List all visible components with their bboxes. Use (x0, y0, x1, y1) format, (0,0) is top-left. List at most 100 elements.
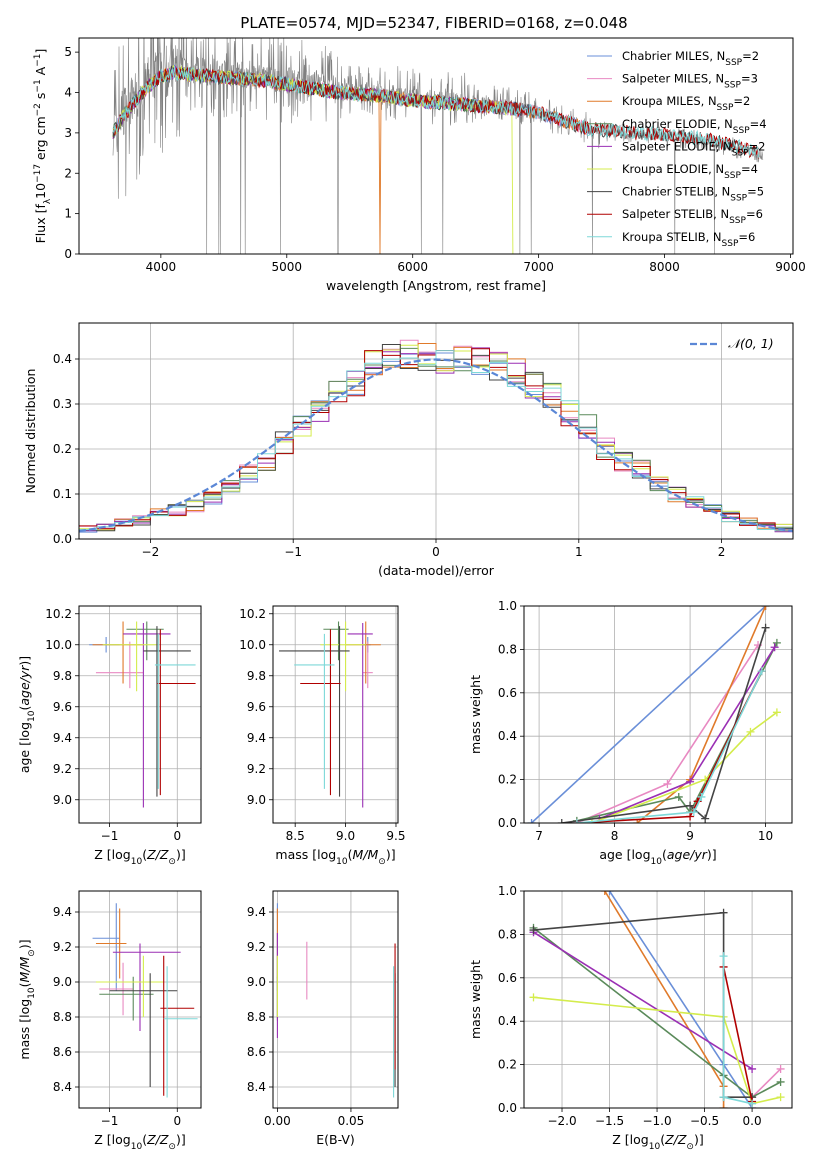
weight-marker (761, 606, 770, 610)
y-tick-label: 9.4 (247, 731, 266, 745)
plot-area (529, 891, 785, 1108)
x-tick-label: −2.0 (547, 1114, 576, 1128)
weight-line (591, 711, 778, 823)
histogram-step (79, 350, 793, 539)
error-bar-point (279, 626, 350, 797)
weight-line (722, 966, 753, 1102)
y-tick-label: 10.2 (239, 607, 266, 621)
weight-marker (719, 1093, 728, 1102)
chart-z-weight: −2.0 −1.5 −1.0 −0.5 0.0 0.0 0.2 0.4 0.6 0.8 1.0 Z [… (468, 884, 793, 1152)
x-tick-label: 10 (758, 829, 773, 843)
chart-ebv-mass: 0.00 0.05 8.4 8.6 8.8 9.0 9.2 9.4 E(B-V) (247, 890, 399, 1147)
x-tick-label: −2 (142, 545, 160, 559)
weight-marker (557, 819, 566, 823)
y-tick-label: 0.0 (498, 1101, 517, 1115)
axes-frame (272, 605, 399, 824)
y-tick-label: 10.0 (239, 638, 266, 652)
plot-area (279, 621, 381, 808)
axes-frame (523, 605, 793, 824)
y-tick-label: 5 (64, 45, 72, 59)
x-tick-label: 1 (575, 545, 583, 559)
x-tick-label: −1 (101, 1114, 119, 1128)
y-tick-label: 0.2 (498, 1058, 517, 1072)
y-tick-label: 8.6 (247, 1045, 266, 1059)
error-bar-point (163, 966, 198, 1098)
y-tick-label: 4 (64, 86, 72, 100)
error-bar-point (112, 943, 181, 1031)
chart-z-mass: −1 0 8.4 8.6 8.8 9.0 9.2 9.4 Z [log10(Z/Z⊙)] mass… (17, 890, 202, 1152)
frame: −2 −1 0 1 2 0.0 0.1 0.2 0.3 0.4 (data-model)/error… (23, 322, 794, 578)
x-tick-label: 9.5 (386, 829, 405, 843)
x-tick-label: −1.5 (595, 1114, 624, 1128)
y-axis-label: age [log10(age/yr)] (17, 656, 37, 773)
frame: 0.00 0.05 8.4 8.6 8.8 9.0 9.2 9.4 E(B-V) (247, 890, 399, 1147)
x-tick-label: 8 (611, 829, 619, 843)
legend-entry: Chabrier STELIB, NSSP=5 (622, 185, 764, 204)
error-bar-point (102, 621, 157, 692)
x-tick-label: −1.0 (642, 1114, 671, 1128)
frame: 7 8 9 10 0.0 0.2 0.4 0.6 0.8 1.0 age [log10(age/yr… (468, 599, 793, 867)
weight-marker (748, 1099, 757, 1108)
error-bar-point (92, 903, 120, 991)
x-tick-label: 0 (432, 545, 440, 559)
frame: −1 0 8.4 8.6 8.8 9.0 9.2 9.4 Z [log10(Z/Z⊙)] mass… (17, 890, 202, 1152)
figure-title: PLATE=0574, MJD=52347, FIBERID=0168, z=0… (240, 14, 627, 32)
weight-marker (748, 1064, 757, 1073)
weight-line (576, 670, 763, 823)
x-tick-label: 4000 (146, 260, 177, 274)
frame: −1 0 9.0 9.2 9.4 9.6 9.8 10.0 10.2 Z [log10(Z/Z⊙)… (17, 605, 202, 867)
y-tick-label: 9.4 (53, 731, 72, 745)
plot-area (527, 606, 781, 823)
error-bar-point (143, 626, 191, 797)
x-tick-label: 9000 (775, 260, 806, 274)
x-tick-label: 6000 (397, 260, 428, 274)
y-tick-label: 9.4 (247, 905, 266, 919)
y-tick-label: 9.0 (53, 793, 72, 807)
y-tick-label: 8.4 (247, 1080, 266, 1094)
weight-marker (746, 727, 755, 736)
x-tick-label: 2 (718, 545, 726, 559)
error-bar-point (294, 633, 335, 789)
x-tick-label: 0.05 (338, 1114, 365, 1128)
y-tick-label: 9.2 (53, 940, 72, 954)
normal-curve (79, 358, 793, 533)
y-axis-label: Flux [fλ10−17 erg cm−2 s−1 A−1] (33, 49, 53, 244)
weight-marker (776, 1093, 785, 1102)
legend-entry: Kroupa MILES, NSSP=2 (622, 94, 750, 113)
weight-marker (772, 708, 781, 717)
y-tick-label: 3 (64, 126, 72, 140)
y-tick-label: 10.2 (45, 607, 72, 621)
weight-line (533, 996, 781, 1105)
x-tick-label: −0.5 (690, 1114, 719, 1128)
weight-marker (719, 908, 728, 917)
weight-line (530, 606, 767, 823)
frame: 4000 5000 6000 7000 8000 9000 0 1 2 3 4 5 wavelength… (33, 37, 806, 293)
y-tick-label: 0.6 (498, 686, 517, 700)
legend-entry: Chabrier ELODIE, NSSP=4 (622, 117, 767, 136)
chart-mass-age: 8.5 9.0 9.5 9.0 9.2 9.4 9.6 9.8 10.0 10.2 mass [lo… (239, 605, 406, 867)
error-bar-point (300, 629, 341, 796)
x-tick-label: 0 (173, 1114, 181, 1128)
y-tick-label: 1.0 (498, 599, 517, 613)
weight-line (533, 927, 781, 1099)
y-axis-label: mass weight (468, 960, 483, 1039)
frame: −2.0 −1.5 −1.0 −0.5 0.0 0.0 0.2 0.4 0.6 0.8 1.0 Z [… (468, 884, 793, 1152)
y-tick-label: 9.6 (247, 700, 266, 714)
x-tick-label: 9.0 (336, 829, 355, 843)
y-tick-label: 0.1 (53, 487, 72, 501)
weight-marker (572, 819, 581, 823)
y-tick-label: 9.8 (247, 669, 266, 683)
y-tick-label: 0.8 (498, 642, 517, 656)
error-bar-point (347, 623, 373, 808)
y-tick-label: 0.8 (498, 927, 517, 941)
weight-marker (719, 1104, 728, 1108)
weight-marker (757, 667, 766, 676)
legend: Chabrier MILES, NSSP=2 Salpeter MILES, NS… (587, 49, 767, 249)
weight-marker (701, 814, 710, 823)
axes-frame (78, 37, 794, 255)
x-tick-label: 0.00 (264, 1114, 291, 1128)
frame: 8.5 9.0 9.5 9.0 9.2 9.4 9.6 9.8 10.0 10.2 mass [lo… (239, 605, 406, 867)
x-tick-label: 5000 (272, 260, 303, 274)
error-bar-point (323, 621, 349, 661)
